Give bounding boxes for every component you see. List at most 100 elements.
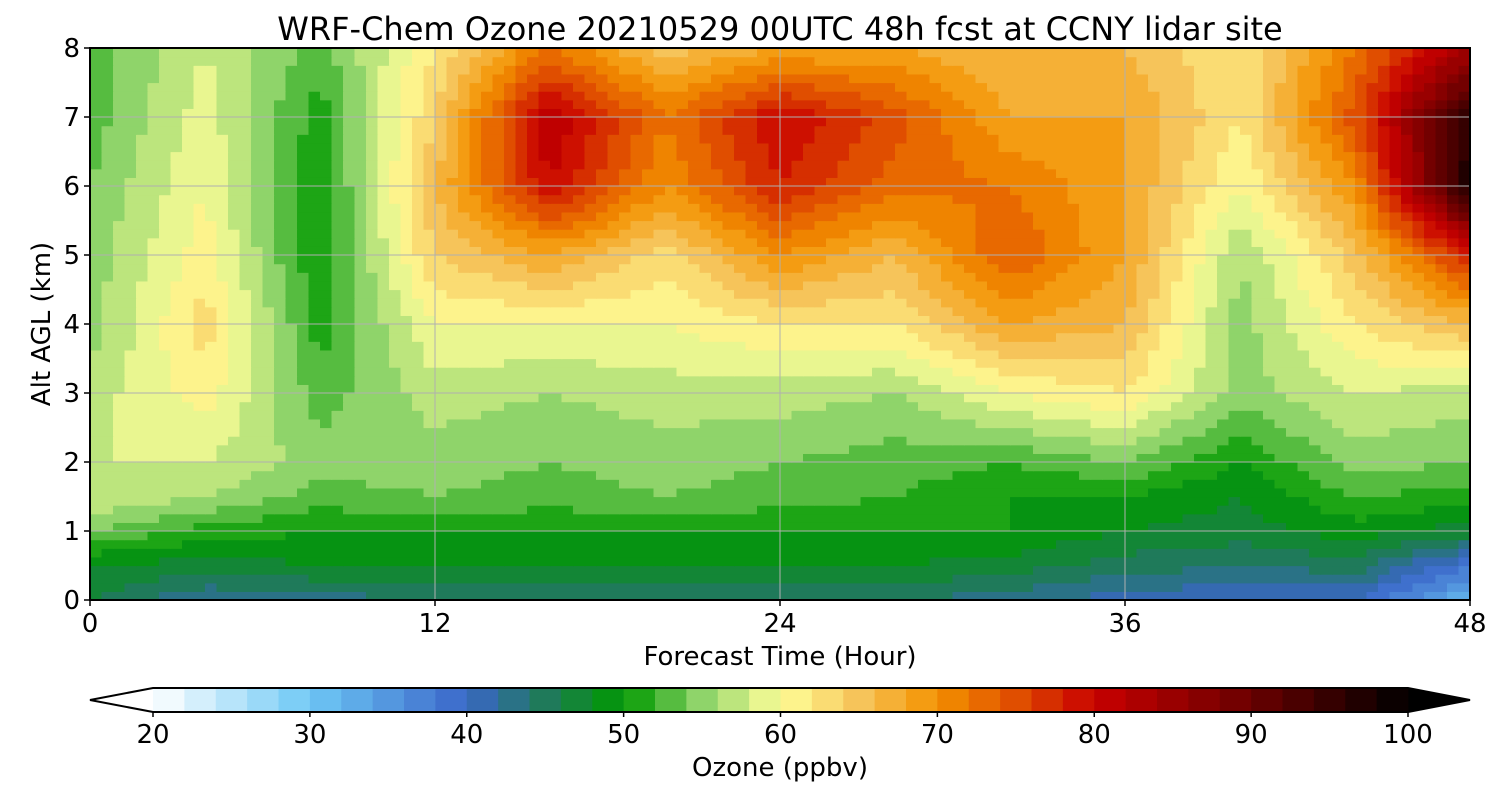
ozone-cell — [1228, 332, 1241, 342]
ozone-cell — [1125, 298, 1138, 308]
ozone-cell — [435, 427, 448, 437]
ozone-cell — [1217, 255, 1230, 265]
ozone-cell — [90, 272, 103, 282]
ozone-cell — [1125, 393, 1138, 403]
ozone-cell — [1228, 539, 1241, 549]
ozone-cell — [1021, 280, 1034, 291]
ozone-cell — [1251, 418, 1264, 429]
ozone-cell — [561, 505, 574, 515]
ozone-cell — [1424, 470, 1437, 480]
ozone-cell — [354, 393, 367, 403]
ozone-cell — [1159, 332, 1172, 342]
ozone-cell — [136, 505, 149, 515]
ozone-cell — [814, 306, 827, 316]
ozone-cell — [573, 522, 586, 532]
ozone-cell — [423, 565, 436, 575]
ozone-cell — [757, 513, 770, 523]
ozone-cell — [1021, 341, 1034, 351]
ozone-cell — [1389, 436, 1402, 446]
ozone-cell — [596, 410, 609, 420]
ozone-cell — [1320, 289, 1333, 299]
ozone-cell — [998, 289, 1011, 299]
ozone-cell — [1079, 565, 1092, 575]
ozone-cell — [216, 556, 229, 567]
ozone-cell — [780, 505, 793, 515]
ozone-cell — [159, 280, 172, 291]
ozone-cell — [193, 246, 206, 256]
ozone-cell — [1205, 436, 1218, 446]
ozone-cell — [515, 332, 528, 342]
ozone-cell — [147, 513, 160, 523]
ozone-cell — [1159, 280, 1172, 291]
ozone-cell — [1389, 263, 1402, 273]
ozone-cell — [285, 289, 298, 299]
ozone-cell — [1021, 479, 1034, 489]
ozone-cell — [895, 591, 908, 600]
ozone-cell — [630, 263, 643, 273]
ozone-cell — [1010, 280, 1023, 291]
ozone-cell — [308, 418, 321, 429]
ozone-cell — [757, 272, 770, 282]
ozone-cell — [262, 539, 275, 549]
ozone-cell — [1297, 393, 1310, 403]
ozone-cell — [308, 349, 321, 360]
ozone-cell — [849, 246, 862, 256]
ozone-cell — [653, 522, 666, 532]
ozone-cell — [929, 548, 942, 558]
ozone-cell — [1274, 436, 1287, 446]
ozone-cell — [458, 255, 471, 265]
ozone-cell — [699, 280, 712, 291]
ozone-cell — [274, 358, 287, 368]
ozone-cell — [676, 341, 689, 351]
ozone-cell — [607, 462, 620, 472]
ozone-cell — [837, 513, 850, 523]
ozone-cell — [1067, 574, 1080, 584]
ozone-cell — [481, 496, 494, 506]
ozone-cell — [803, 263, 816, 273]
ozone-cell — [1021, 401, 1034, 411]
ozone-cell — [377, 246, 390, 256]
ozone-cell — [619, 384, 632, 394]
ozone-cell — [1332, 358, 1345, 368]
ozone-cell — [458, 513, 471, 523]
ozone-cell — [1435, 332, 1448, 342]
ozone-cell — [435, 496, 448, 506]
ozone-cell — [1228, 289, 1241, 299]
ozone-cell — [1021, 436, 1034, 446]
ozone-cell — [1228, 574, 1241, 584]
ozone-cell — [596, 324, 609, 334]
ozone-cell — [113, 263, 126, 273]
ozone-cell — [538, 272, 551, 282]
ozone-cell — [1217, 462, 1230, 472]
ozone-cell — [642, 358, 655, 368]
ozone-cell — [1228, 531, 1241, 541]
ozone-cell — [170, 341, 183, 351]
ozone-cell — [826, 367, 839, 377]
ozone-cell — [147, 401, 160, 411]
ozone-cell — [1182, 513, 1195, 523]
ozone-cell — [423, 332, 436, 342]
ozone-cell — [1424, 298, 1437, 308]
ozone-cell — [653, 582, 666, 592]
ozone-cell — [251, 246, 264, 256]
ozone-cell — [504, 444, 517, 454]
ozone-cell — [1079, 470, 1092, 480]
ozone-cell — [734, 436, 747, 446]
ozone-cell — [423, 582, 436, 592]
ozone-cell — [757, 263, 770, 273]
ozone-cell — [182, 591, 195, 600]
ozone-cell — [1424, 272, 1437, 282]
ozone-cell — [630, 289, 643, 299]
ozone-cell — [642, 341, 655, 351]
ozone-cell — [1240, 539, 1253, 549]
ozone-cell — [147, 444, 160, 454]
ozone-cell — [734, 427, 747, 437]
ozone-cell — [504, 436, 517, 446]
ozone-cell — [308, 582, 321, 592]
ozone-cell — [584, 393, 597, 403]
ozone-cell — [826, 444, 839, 454]
ozone-cell — [1159, 505, 1172, 515]
ozone-cell — [354, 565, 367, 575]
ozone-cell — [1251, 246, 1264, 256]
ozone-cell — [1113, 462, 1126, 472]
